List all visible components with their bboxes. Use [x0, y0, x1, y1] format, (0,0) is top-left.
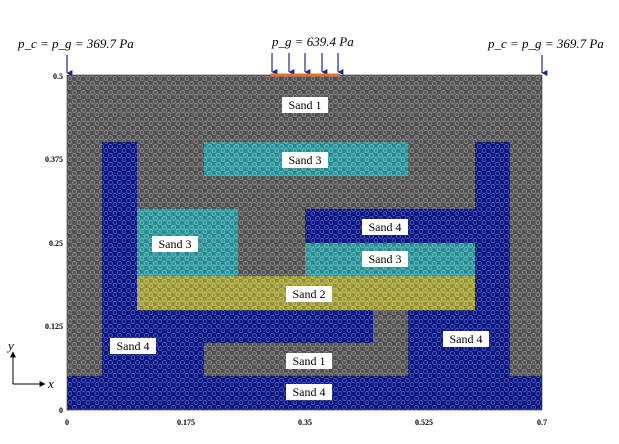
label-sand3-left: Sand 3: [152, 236, 198, 252]
x-tick-4: 0.7: [537, 418, 547, 427]
label-sand4-left: Sand 4: [110, 338, 156, 354]
label-text: Sand 2: [293, 287, 326, 301]
x-tick-3: 0.525: [415, 418, 433, 427]
x-tick-1: 0.175: [177, 418, 195, 427]
bc-left-text: p_c = p_g = 369.7 Pa: [17, 36, 134, 51]
x-axis-ticks: 0 0.175 0.35 0.525 0.7: [65, 418, 547, 427]
x-axis-label: x: [47, 376, 54, 391]
label-text: Sand 3: [369, 252, 402, 266]
boundary-conditions: p_c = p_g = 369.7 Pa p_g = 639.4 Pa p_c …: [17, 34, 604, 77]
label-text: Sand 4: [369, 220, 402, 234]
x-tick-0: 0: [65, 418, 69, 427]
label-sand2: Sand 2: [286, 286, 332, 302]
label-sand4-right: Sand 4: [443, 331, 489, 347]
bc-center-text: p_g = 639.4 Pa: [271, 34, 354, 49]
bc-center-arrows: [271, 53, 344, 75]
label-text: Sand 1: [293, 354, 326, 368]
label-sand1-top: Sand 1: [282, 97, 328, 113]
y-tick-3: 0.375: [45, 155, 63, 164]
label-text: Sand 4: [450, 332, 483, 346]
label-sand1-bottom: Sand 1: [286, 353, 332, 369]
label-sand3-top: Sand 3: [282, 152, 328, 168]
label-text: Sand 3: [289, 153, 322, 167]
y-tick-1: 0.125: [45, 322, 63, 331]
y-axis-label: y: [6, 338, 14, 353]
y-tick-2: 0.25: [49, 239, 63, 248]
coordinate-axes: y x: [6, 338, 54, 391]
bc-right-text: p_c = p_g = 369.7 Pa: [487, 36, 604, 51]
label-text: Sand 3: [159, 237, 192, 251]
y-tick-0: 0: [59, 406, 63, 415]
region-labels: Sand 1 Sand 3 Sand 3 Sand 4 Sand 3 Sand …: [110, 97, 489, 400]
y-tick-4: 0.5: [53, 72, 63, 81]
label-text: Sand 4: [293, 385, 326, 399]
y-axis-ticks: 0 0.125 0.25 0.375 0.5: [45, 72, 63, 415]
label-sand4-mid: Sand 4: [362, 219, 408, 235]
label-sand4-bottom: Sand 4: [286, 384, 332, 400]
x-tick-2: 0.35: [298, 418, 312, 427]
label-text: Sand 4: [117, 339, 150, 353]
label-text: Sand 1: [289, 98, 322, 112]
label-sand3-mid: Sand 3: [362, 251, 408, 267]
